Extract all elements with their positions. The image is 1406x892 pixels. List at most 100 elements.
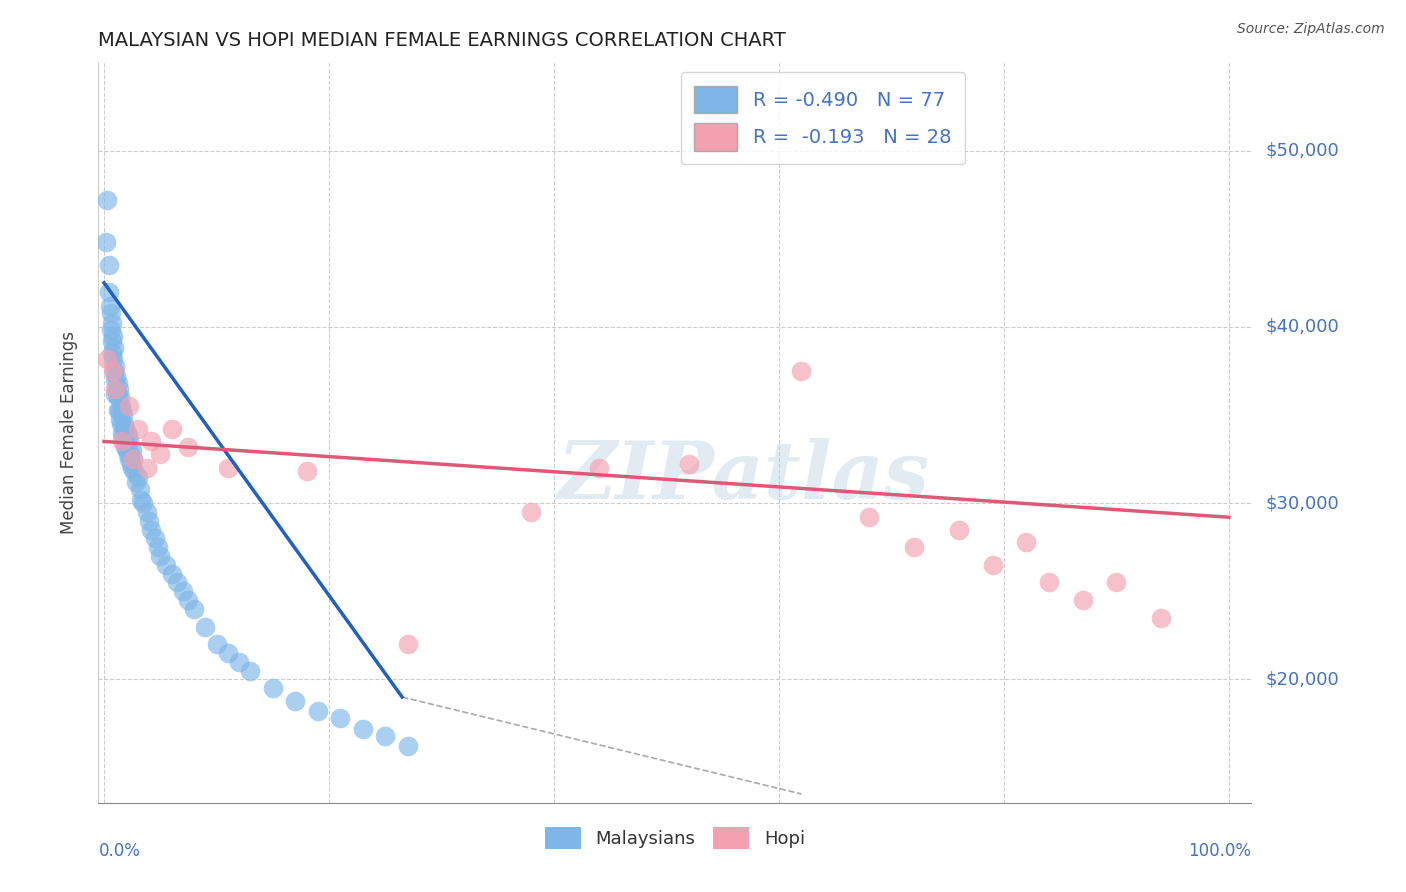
Point [110, 417, 132, 431]
Point [143, 532, 166, 546]
Point [374, 729, 396, 743]
Point [118, 447, 141, 461]
Point [120, 458, 142, 472]
Point [107, 402, 129, 417]
Point [104, 382, 127, 396]
Point [112, 434, 135, 449]
Point [111, 404, 134, 418]
Point [217, 646, 239, 660]
Point [112, 429, 135, 443]
Point [105, 369, 128, 384]
Point [114, 440, 136, 454]
Point [104, 387, 127, 401]
Point [160, 566, 183, 581]
Point [103, 364, 125, 378]
Point [124, 475, 146, 489]
Point [118, 399, 141, 413]
Point [100, 323, 122, 337]
Point [107, 382, 129, 396]
Point [177, 440, 200, 454]
Point [149, 447, 172, 461]
Point [104, 359, 127, 373]
Point [588, 461, 610, 475]
Point [127, 422, 149, 436]
Point [183, 602, 205, 616]
Text: Source: ZipAtlas.com: Source: ZipAtlas.com [1237, 22, 1385, 37]
Point [124, 464, 146, 478]
Point [146, 540, 169, 554]
Point [228, 655, 250, 669]
Point [122, 452, 145, 467]
Point [101, 346, 124, 360]
Point [307, 704, 329, 718]
Point [101, 334, 124, 348]
Point [117, 429, 139, 443]
Text: $40,000: $40,000 [1265, 318, 1339, 336]
Y-axis label: Median Female Earnings: Median Female Earnings [59, 331, 77, 534]
Point [101, 364, 124, 378]
Point [135, 505, 157, 519]
Point [118, 452, 141, 467]
Point [117, 447, 139, 461]
Point [96, 235, 118, 250]
Text: $50,000: $50,000 [1265, 142, 1339, 160]
Point [96, 193, 118, 207]
Point [520, 505, 543, 519]
Point [98, 299, 121, 313]
Point [122, 452, 145, 467]
Point [107, 376, 129, 391]
Point [396, 739, 419, 754]
Point [110, 399, 132, 413]
Point [132, 496, 155, 510]
Point [114, 422, 136, 436]
Point [118, 434, 141, 449]
Point [217, 461, 239, 475]
Point [135, 461, 157, 475]
Point [1071, 593, 1094, 607]
Point [108, 390, 131, 404]
Point [107, 390, 129, 404]
Point [103, 341, 125, 355]
Point [105, 384, 128, 398]
Point [101, 316, 124, 330]
Point [205, 637, 228, 651]
Point [1038, 575, 1060, 590]
Point [138, 514, 160, 528]
Point [262, 681, 284, 696]
Text: MALAYSIAN VS HOPI MEDIAN FEMALE EARNINGS CORRELATION CHART: MALAYSIAN VS HOPI MEDIAN FEMALE EARNINGS… [98, 30, 786, 50]
Point [177, 593, 200, 607]
Point [100, 306, 122, 320]
Point [1015, 535, 1038, 549]
Point [104, 373, 127, 387]
Text: 100.0%: 100.0% [1188, 842, 1251, 860]
Point [121, 443, 143, 458]
Point [903, 540, 925, 554]
Point [160, 422, 183, 436]
Point [155, 558, 177, 572]
Point [790, 364, 813, 378]
Point [858, 510, 880, 524]
Point [121, 461, 143, 475]
Point [101, 328, 124, 343]
Point [141, 523, 163, 537]
Point [284, 693, 307, 707]
Point [115, 443, 138, 458]
Legend: Malaysians, Hopi: Malaysians, Hopi [537, 821, 813, 856]
Point [239, 664, 262, 678]
Point [129, 482, 152, 496]
Text: $30,000: $30,000 [1265, 494, 1339, 512]
Point [352, 722, 374, 736]
Text: 0.0%: 0.0% [98, 842, 141, 860]
Point [112, 408, 135, 422]
Point [396, 637, 419, 651]
Point [149, 549, 172, 563]
Point [107, 404, 129, 418]
Point [329, 711, 352, 725]
Point [96, 351, 118, 366]
Point [166, 575, 188, 590]
Point [97, 258, 120, 272]
Point [111, 425, 134, 440]
Point [97, 285, 120, 299]
Point [194, 619, 217, 633]
Point [678, 458, 700, 472]
